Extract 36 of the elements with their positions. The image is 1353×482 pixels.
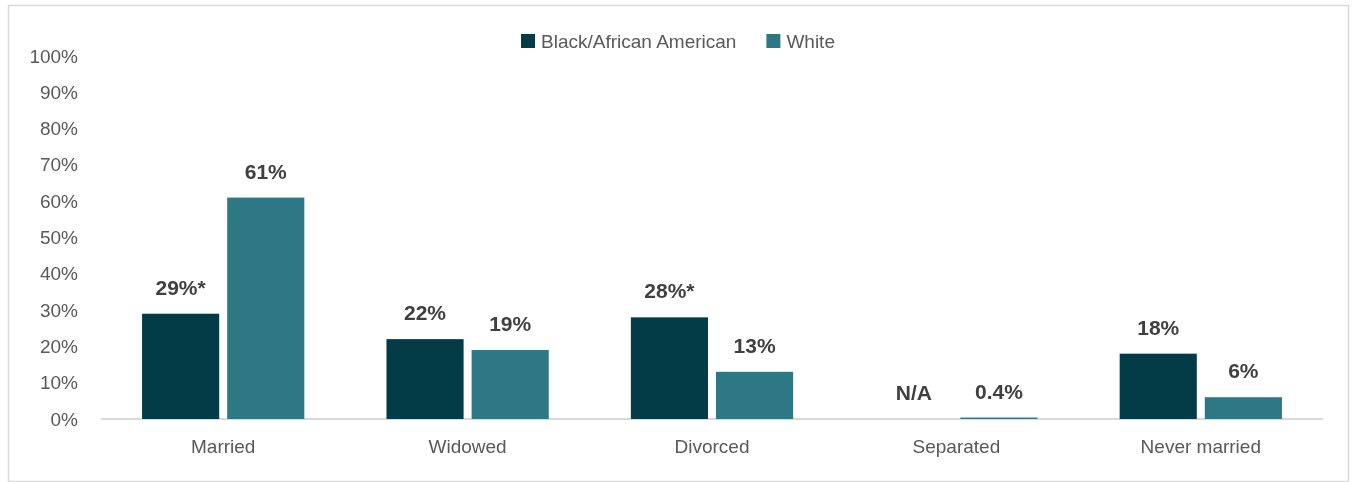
bar <box>471 350 549 419</box>
legend-label: Black/African American <box>541 30 737 52</box>
data-label: 22% <box>404 301 447 325</box>
y-tick-label: 80% <box>39 118 79 140</box>
y-tick-label: 100% <box>29 45 79 67</box>
x-tick-label: Never married <box>1140 436 1261 458</box>
data-label: 61% <box>244 159 288 183</box>
data-label: 6% <box>1228 359 1259 383</box>
legend-label: White <box>786 30 835 52</box>
data-label: 19% <box>489 312 532 336</box>
y-tick-label: 60% <box>39 190 79 212</box>
bar <box>630 317 708 419</box>
x-tick-label: Married <box>191 436 256 458</box>
bar <box>1119 353 1197 419</box>
y-tick-label: 20% <box>39 335 79 357</box>
bar <box>386 339 464 419</box>
data-label: 13% <box>733 333 776 357</box>
data-label: 18% <box>1137 315 1180 339</box>
data-label: 0.4% <box>975 379 1024 403</box>
x-tick-label: Widowed <box>428 436 507 458</box>
data-label: 28%* <box>644 279 696 303</box>
bar <box>142 313 220 419</box>
y-tick-label: 90% <box>39 81 79 103</box>
y-tick-label: 50% <box>39 227 79 249</box>
bar <box>227 197 305 419</box>
bar <box>1204 397 1282 419</box>
x-tick-label: Separated <box>912 436 1001 458</box>
y-tick-label: 70% <box>39 154 79 176</box>
y-tick-label: 10% <box>39 372 79 394</box>
data-label: 29%* <box>155 275 207 299</box>
x-tick-label: Divorced <box>674 436 750 458</box>
bar <box>716 371 794 419</box>
text: N/A <box>895 381 932 404</box>
y-tick-label: 40% <box>39 263 79 285</box>
y-tick-label: 30% <box>39 299 79 321</box>
y-tick-label: 0% <box>50 408 79 430</box>
